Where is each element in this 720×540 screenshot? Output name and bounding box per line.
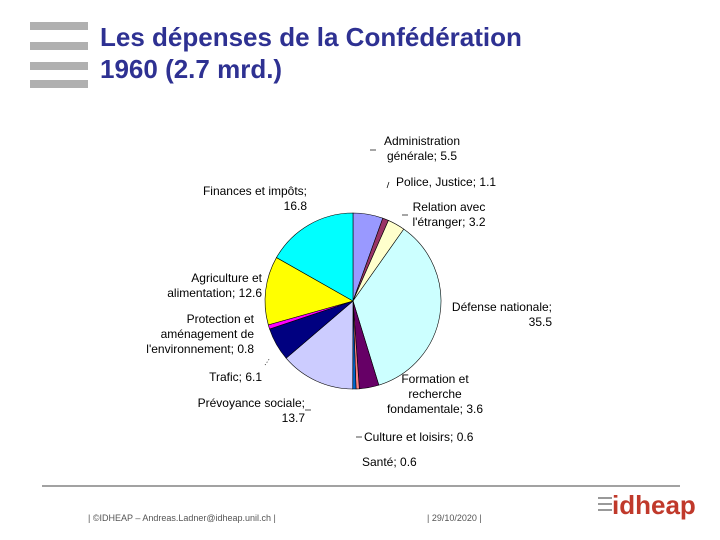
title: 1960 (2.7 mrd.) <box>100 54 283 84</box>
slice-label: Formation et recherche fondamentale; 3.6 <box>385 372 485 417</box>
slice-label: Relation avec l'étranger; 3.2 <box>404 200 494 230</box>
category-label: Défense nationale; <box>451 300 552 314</box>
decor-bar <box>30 22 88 30</box>
value-label: 12.6 <box>238 286 262 300</box>
category-label: Trafic; <box>209 370 242 384</box>
category-label: Protection et aménagement de l'environne… <box>146 312 254 356</box>
category-label: Prévoyance sociale; <box>197 396 305 410</box>
value-label: 0.6 <box>456 430 474 444</box>
leader-line <box>386 181 390 189</box>
pie-slice <box>264 257 354 326</box>
slice-label: Santé; 0.6 <box>362 455 442 470</box>
category-label: Finances et impôts; <box>202 184 307 198</box>
decor-bar <box>30 62 88 70</box>
title: Les dépenses de la Confédération <box>100 22 522 52</box>
pie-slice <box>276 212 354 302</box>
slice-label: Trafic; 6.1 <box>190 370 262 385</box>
value-label: 16.8 <box>283 199 307 213</box>
pie-slice <box>352 228 442 386</box>
value-label: 0.8 <box>237 342 254 356</box>
category-label: Formation et recherche fondamentale; <box>386 372 469 416</box>
decor-bar <box>30 42 88 50</box>
slice-label: Finances et impôts; 16.8 <box>180 184 307 214</box>
slice-label: Administration générale; 5.5 <box>372 134 472 164</box>
decor-bar <box>30 80 88 88</box>
value-label: 0.6 <box>400 455 417 469</box>
slice-label: Prévoyance sociale; 13.7 <box>180 396 305 426</box>
slice-label: Culture et loisirs; 0.6 <box>364 430 494 445</box>
logo: idheap <box>612 490 696 520</box>
pie <box>264 212 442 390</box>
footer-text: | ©IDHEAP – Andreas.Ladner@idheap.unil.c… <box>88 513 276 523</box>
leader-line <box>264 357 271 366</box>
slice-label: Agriculture et alimentation; 12.6 <box>150 271 262 301</box>
leaders <box>264 149 408 438</box>
value-label: 1.1 <box>479 175 497 189</box>
value-label: 13.7 <box>281 411 305 425</box>
pie-slice <box>285 300 354 390</box>
category-label: Culture et loisirs; <box>364 430 454 444</box>
value-label: 5.5 <box>440 149 458 163</box>
category-label: Administration générale; <box>383 134 461 163</box>
category-label: Police, Justice; <box>396 175 477 189</box>
category-label: Relation avec l'étranger; <box>412 200 486 229</box>
slice-label: Protection et aménagement de l'environne… <box>130 312 254 357</box>
value-label: 3.6 <box>466 402 484 416</box>
category-label: Agriculture et alimentation; <box>167 271 262 300</box>
slice-label: Police, Justice; 1.1 <box>396 175 516 190</box>
category-label: Santé; <box>362 455 397 469</box>
value-label: 3.2 <box>468 215 486 229</box>
value-label: 35.5 <box>528 315 552 329</box>
value-label: 6.1 <box>245 370 262 384</box>
footer-date: | 29/10/2020 | <box>427 513 482 523</box>
slice-label: Défense nationale; 35.5 <box>440 300 552 330</box>
